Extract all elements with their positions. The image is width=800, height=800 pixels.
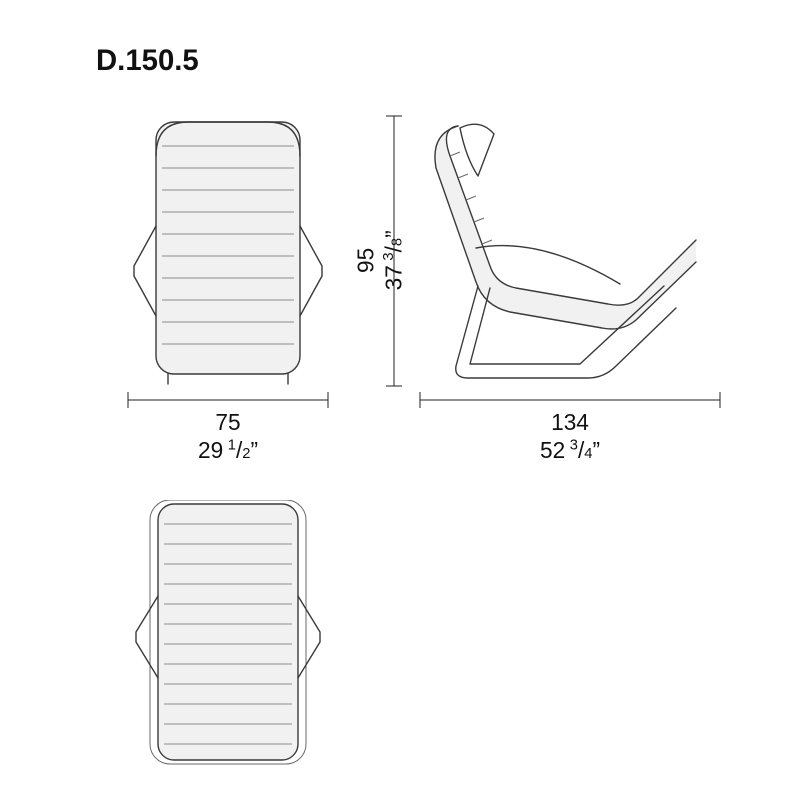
dimension-lines — [0, 0, 800, 800]
dim-depth-in: 52 3/4” — [520, 436, 620, 464]
dim-height: 95 37 3/8” — [352, 200, 409, 320]
dim-height-in-num: 3 — [381, 252, 397, 260]
dim-height-in-whole: 37 — [381, 265, 407, 290]
dim-height-in: 37 3/8” — [380, 200, 408, 320]
dim-depth-in-whole: 52 — [540, 437, 565, 463]
dim-depth: 134 52 3/4” — [520, 408, 620, 465]
dim-width-in-whole: 29 — [198, 437, 223, 463]
dim-width: 75 29 1/2” — [178, 408, 278, 465]
dim-width-in-num: 1 — [228, 438, 236, 454]
dim-height-cm: 95 — [352, 200, 380, 320]
diagram-canvas: D.150.5 — [0, 0, 800, 800]
dim-depth-cm: 134 — [520, 408, 620, 436]
dim-depth-in-num: 3 — [570, 438, 578, 454]
dim-width-in: 29 1/2” — [178, 436, 278, 464]
dim-width-in-den: 2 — [242, 446, 250, 462]
dim-width-cm: 75 — [178, 408, 278, 436]
dim-depth-in-den: 4 — [584, 446, 592, 462]
dim-height-in-den: 8 — [390, 238, 406, 246]
